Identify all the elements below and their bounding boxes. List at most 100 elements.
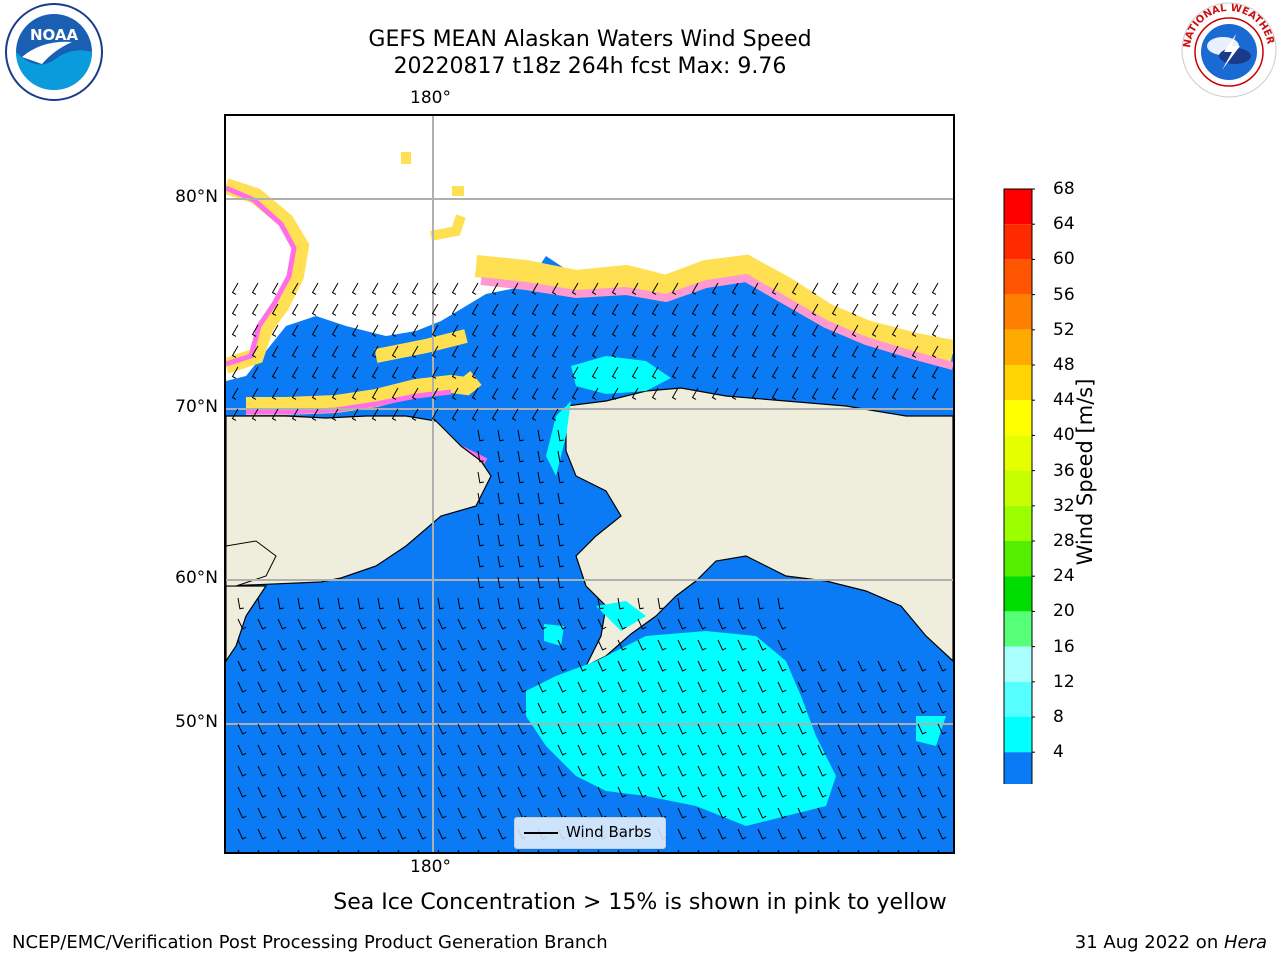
wind-barb [271,366,279,379]
wind-barb [371,408,379,421]
wind-barb [517,492,524,505]
wind-barb [937,723,947,735]
wind-barb [317,786,327,798]
wind-barb [311,282,319,295]
wind-barb [231,387,239,400]
wind-barb [577,786,587,798]
wind-barb [537,765,547,777]
wind-barb [557,618,567,630]
wind-barb [471,345,479,358]
wind-barb [717,828,727,840]
wind-barb [757,702,767,714]
wind-barb [517,513,524,526]
wind-barb [537,597,544,610]
wind-barb [517,660,527,672]
wind-barb [677,618,687,630]
colorbar-tick-label: 40 [1053,425,1075,446]
chart-subtitle: 20220817 t18z 264h fcst Max: 9.76 [393,54,787,79]
wind-barb [657,702,667,714]
wind-barb [571,282,579,295]
wind-barb [517,618,527,630]
wind-barb [331,366,339,379]
wind-barb [297,744,307,756]
wind-barb [811,324,819,337]
wind-barb [491,387,499,400]
wind-barb [877,765,887,777]
wind-barb [397,702,407,714]
wind-barb [637,597,644,610]
wind-barb [431,282,439,295]
wind-barb [237,807,247,819]
wind-barb [771,345,779,358]
wind-barb [637,660,647,672]
wind-barb [377,618,387,630]
wind-barb [411,303,419,316]
wind-barb [297,618,307,630]
wind-barb [597,618,607,630]
wind-barb [931,345,939,358]
wind-barb [557,681,567,693]
wind-barb [757,744,767,756]
wind-barb [791,303,799,316]
wind-barb [497,723,507,735]
wind-barb [771,282,779,295]
wind-barbs [231,282,947,852]
wind-barb [571,345,579,358]
wind-barb [831,387,839,400]
wind-barb [477,450,484,463]
wind-barb [351,324,359,337]
wind-barb [337,660,347,672]
wind-barb [631,345,639,358]
wind-barb [357,723,367,735]
wind-barb [757,618,767,630]
wind-barb [597,765,607,777]
wind-barb [257,681,267,693]
map-area [224,114,955,854]
wind-barb [651,324,659,337]
wind-barb [411,282,419,295]
wind-barb [657,786,667,798]
wind-barb [577,744,587,756]
wind-barb [777,828,787,840]
wind-barb [451,345,459,358]
wind-barb [477,786,487,798]
wind-barb [831,345,839,358]
wind-barb [617,786,627,798]
wind-barb [657,639,667,651]
wind-barb [477,597,484,610]
wind-barb [531,324,539,337]
wind-barb [317,702,327,714]
wind-barb [611,345,619,358]
wind-barb [637,786,647,798]
colorbar-segment [1004,611,1032,647]
wind-barb [237,723,247,735]
wind-barb [557,765,567,777]
wind-barb [497,429,504,442]
wind-barb [417,765,427,777]
wind-barb [557,597,564,610]
wind-barb [431,387,439,400]
wind-barb [657,597,664,610]
wind-barb [651,303,659,316]
lat-label-50: 50°N [175,712,218,732]
wind-barb [631,387,639,400]
wind-barb [457,681,467,693]
wind-barb [257,744,267,756]
wind-barb [577,597,584,610]
wind-barb [517,786,527,798]
colorbar-tick-label: 52 [1053,319,1075,340]
wind-barb [497,828,507,840]
wind-barb [591,345,599,358]
wind-barb [537,744,547,756]
wind-barb [777,681,787,693]
wind-barb [277,639,287,651]
wind-barb [737,828,747,840]
wind-barb [357,597,364,610]
wind-barb [677,639,687,651]
wind-barb [451,366,459,379]
wind-barb [517,534,524,547]
wind-barb [537,429,544,442]
colorbar-segment [1004,400,1032,436]
wind-barb [937,681,947,693]
wind-barb [497,534,504,547]
